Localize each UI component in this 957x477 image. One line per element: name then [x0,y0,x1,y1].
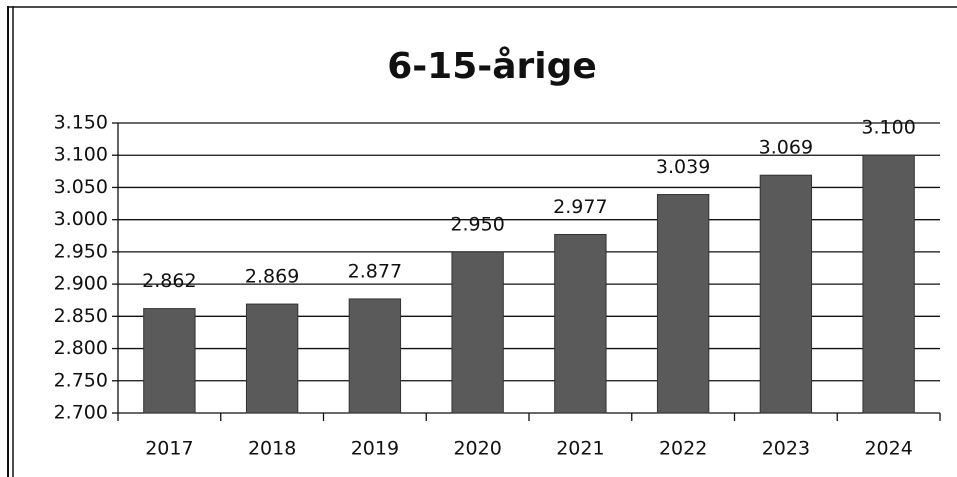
bar [348,298,402,414]
x-tick-label: 2018 [248,438,296,460]
bar [554,233,607,414]
data-label: 2.877 [348,260,402,282]
data-label: 2.977 [553,196,607,218]
x-tick-label: 2022 [659,438,707,460]
y-tick-label: 2.850 [54,305,108,327]
y-tick-label: 3.000 [54,208,108,230]
y-tick-label: 2.800 [54,337,108,359]
y-tick-label: 2.750 [54,369,108,391]
data-label: 2.869 [245,266,299,288]
bar [656,194,710,414]
bar [245,303,299,414]
x-tick-label: 2017 [145,438,193,460]
x-tick-label: 2020 [453,438,501,460]
x-tick-label: 2024 [864,438,912,460]
x-tick-label: 2021 [556,438,604,460]
bar [451,251,504,414]
bar [862,154,915,414]
y-tick-label: 3.150 [54,112,108,134]
y-tick-label: 2.700 [54,402,108,424]
y-tick-label: 2.950 [54,240,108,262]
data-label: 2.862 [142,270,196,292]
bar [143,308,196,414]
data-label: 3.039 [656,156,710,178]
data-label: 3.069 [759,137,813,159]
y-tick-label: 3.050 [54,176,108,198]
chart-title: 6-15-årige [387,46,597,87]
x-tick-label: 2023 [762,438,810,460]
bar [759,174,813,414]
y-tick-label: 2.900 [54,273,108,295]
data-label: 3.100 [861,117,915,139]
data-label: 2.950 [450,213,504,235]
y-tick-label: 3.100 [54,144,108,166]
x-tick-label: 2019 [351,438,399,460]
